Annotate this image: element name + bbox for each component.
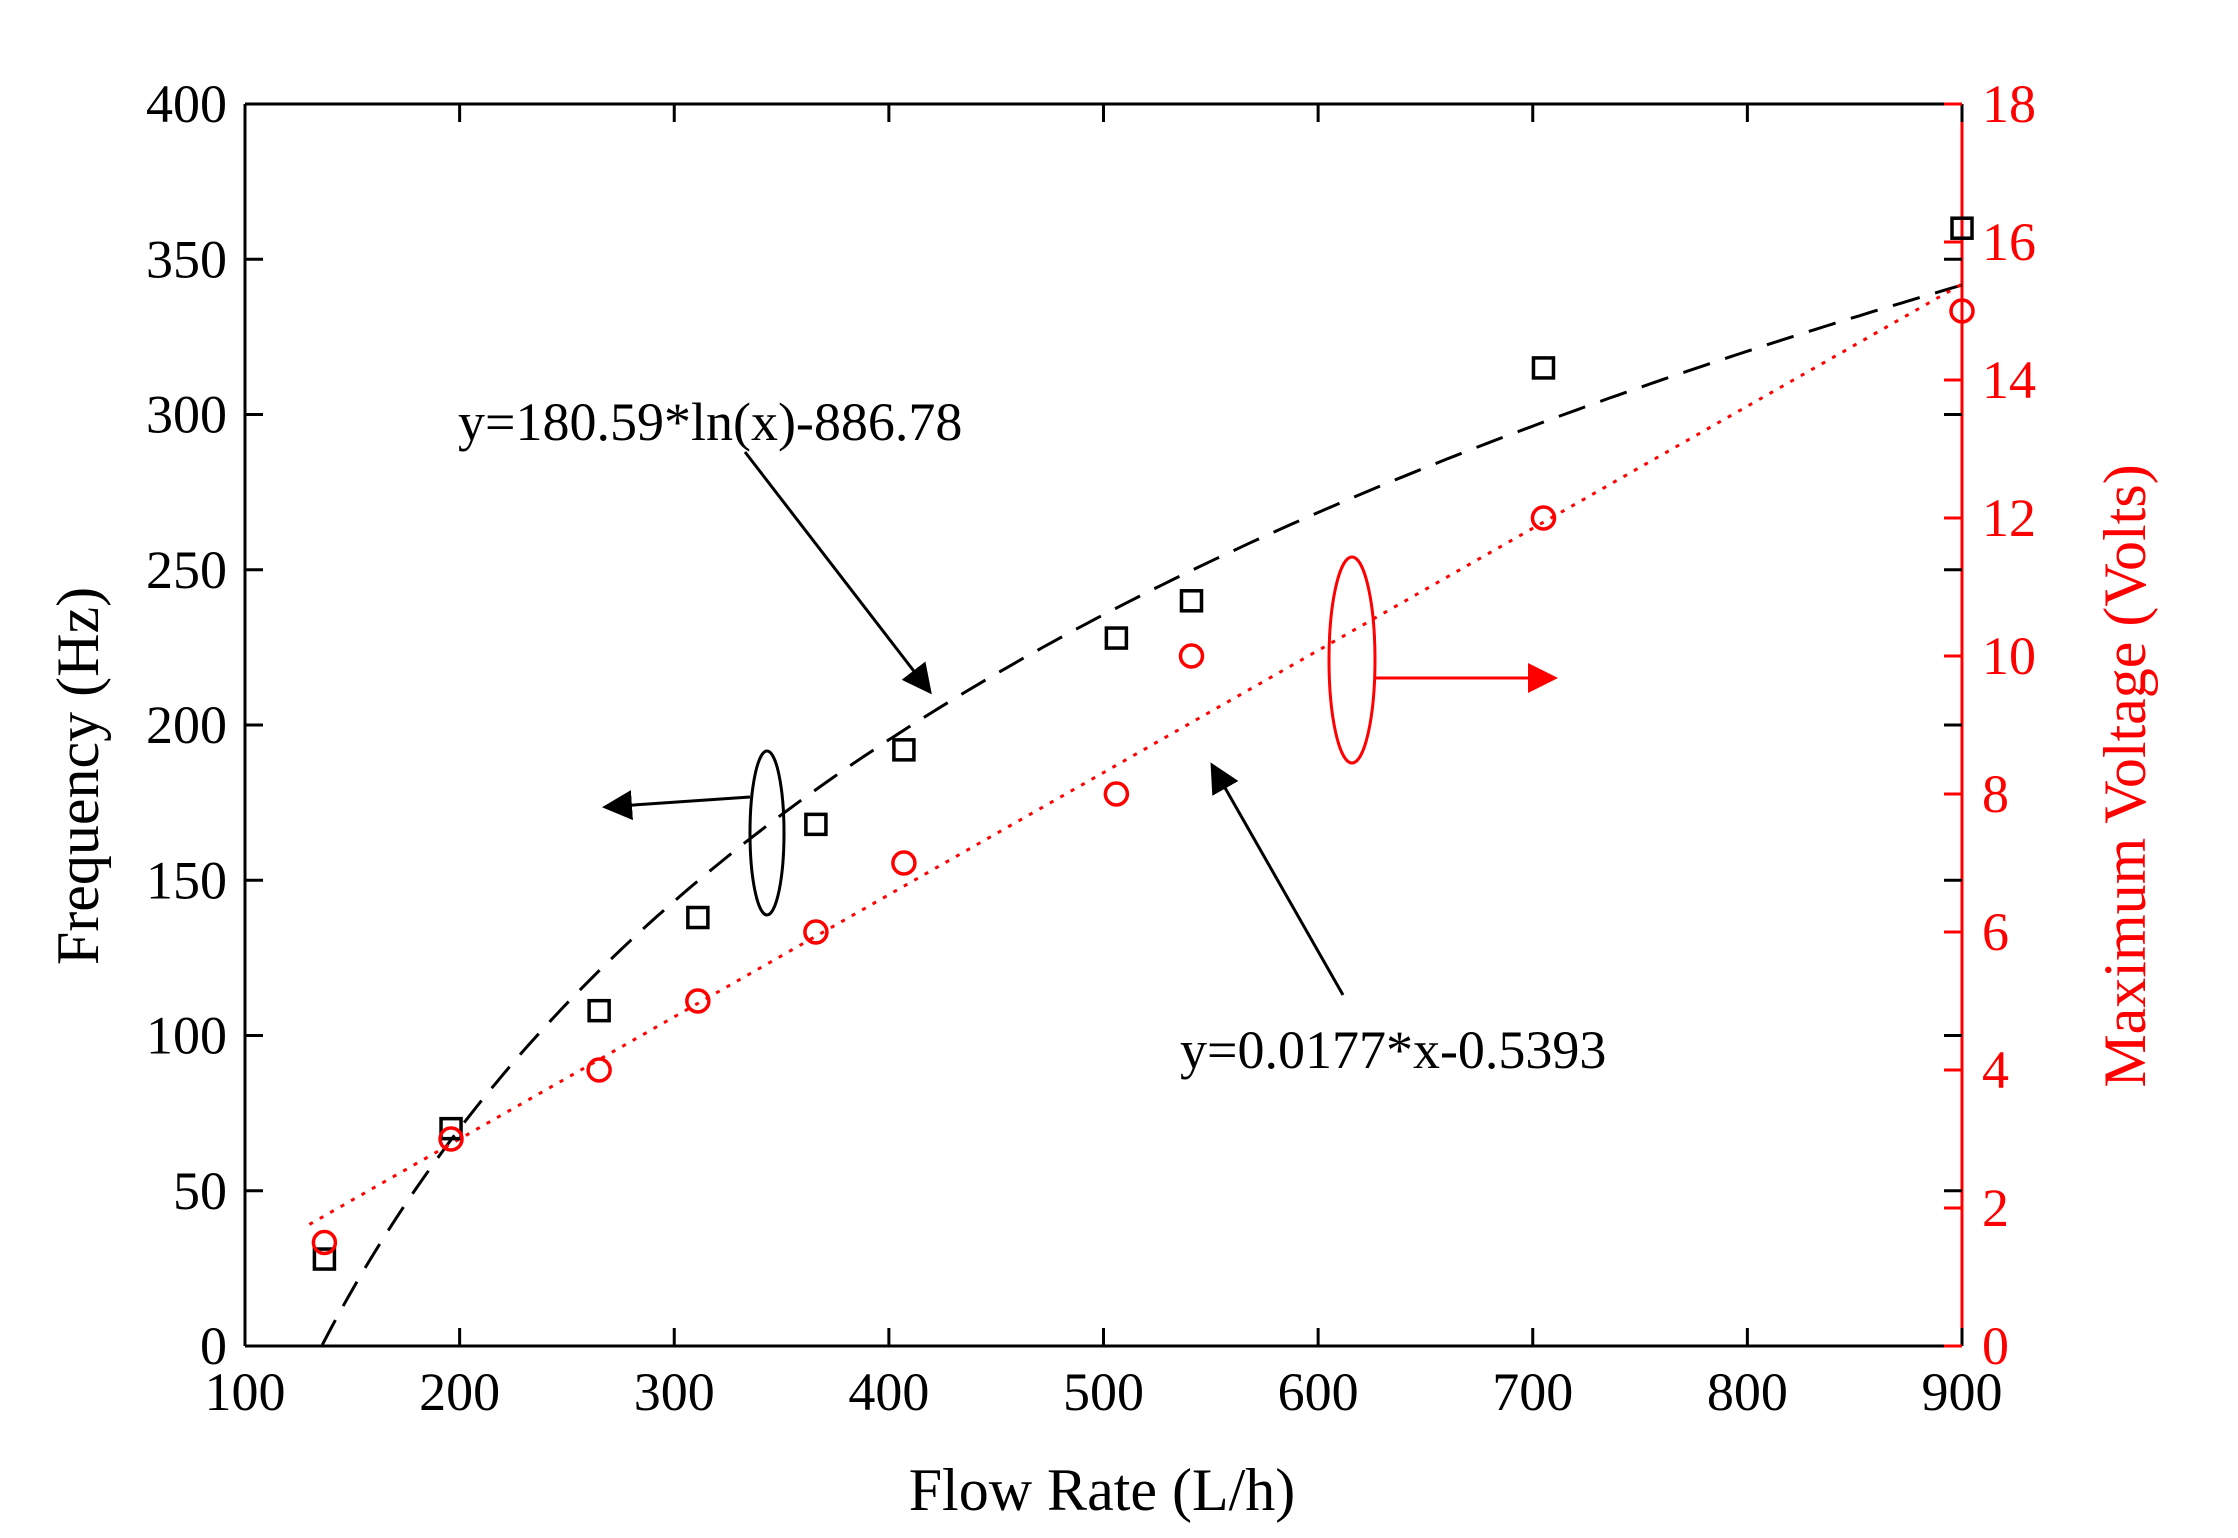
x-axis-title: Flow Rate (L/h) <box>909 1457 1296 1523</box>
x-tick-label: 900 <box>1922 1362 2003 1422</box>
log-fit-equation-label: y=180.59*ln(x)-886.78 <box>458 392 962 452</box>
y-axis-title: Frequency (Hz) <box>45 587 111 965</box>
log-fit-curve <box>320 283 1963 1346</box>
frequency-point <box>1531 356 1556 380</box>
voltage-point <box>1178 643 1205 669</box>
y-tick-label: 150 <box>146 850 227 910</box>
y2-tick-label: 6 <box>1982 902 2009 962</box>
x-tick-label: 200 <box>419 1362 500 1422</box>
x-tick-label: 700 <box>1492 1362 1573 1422</box>
frequency-point <box>1950 216 1974 240</box>
frequency-point <box>587 998 611 1023</box>
y-tick-label: 200 <box>146 695 227 755</box>
right-axis-group-ellipse <box>1327 555 1377 765</box>
y-tick-label: 400 <box>146 74 227 134</box>
frequency-point <box>1104 626 1129 650</box>
voltage-point <box>803 919 829 945</box>
y2-tick-label: 0 <box>1982 1316 2009 1376</box>
y-tick-label: 0 <box>200 1316 227 1376</box>
x-tick-label: 800 <box>1707 1362 1788 1422</box>
voltage-point <box>438 1126 464 1152</box>
frequency-point <box>804 812 828 837</box>
left-axis-group-ellipse <box>748 749 786 917</box>
y-tick-label: 100 <box>146 1006 227 1066</box>
frequency-point <box>1179 589 1204 613</box>
y-tick-label: 250 <box>146 540 227 600</box>
y-tick-label: 300 <box>146 385 227 445</box>
x-tick-label: 500 <box>1063 1362 1144 1422</box>
y2-axis-title: Maximum Voltage (Volts) <box>2092 464 2158 1087</box>
y-tick-label: 350 <box>146 229 227 289</box>
y2-tick-label: 12 <box>1982 488 2036 548</box>
voltage-point <box>891 850 917 876</box>
left-axis-indicator-arrow <box>602 790 751 821</box>
x-tick-label: 600 <box>1278 1362 1359 1422</box>
voltage-point <box>586 1057 612 1083</box>
y2-tick-label: 16 <box>1982 212 2036 272</box>
plot-area: 100 200 300 400 500 600 700 800 9000501001502002… <box>146 74 2036 1422</box>
linear-fit-arrow <box>1210 762 1345 996</box>
voltage-point <box>1103 781 1130 807</box>
frequency-point <box>686 905 710 930</box>
y2-tick-label: 10 <box>1982 626 2036 686</box>
y-tick-label: 50 <box>173 1161 227 1221</box>
linear-fit-line <box>308 282 1963 1226</box>
frequency-point <box>439 1116 463 1141</box>
voltage-point <box>1530 505 1557 531</box>
y2-tick-label: 18 <box>1982 74 2036 134</box>
x-tick-label: 300 <box>634 1362 715 1422</box>
y2-tick-label: 2 <box>1982 1178 2009 1238</box>
y2-tick-label: 14 <box>1982 350 2036 410</box>
x-tick-label: 400 <box>848 1362 929 1422</box>
y2-tick-label: 8 <box>1982 764 2009 824</box>
x-tick-label: 100 <box>205 1362 286 1422</box>
y2-tick-label: 4 <box>1982 1040 2009 1100</box>
voltage-point <box>1949 298 1975 324</box>
frequency-point <box>312 1247 337 1271</box>
log-fit-arrow <box>743 451 932 695</box>
linear-fit-equation-label: y=0.0177*x-0.5393 <box>1180 1020 1606 1080</box>
voltage-point <box>685 988 711 1014</box>
frequency-point <box>892 738 916 762</box>
voltage-point <box>311 1229 338 1256</box>
